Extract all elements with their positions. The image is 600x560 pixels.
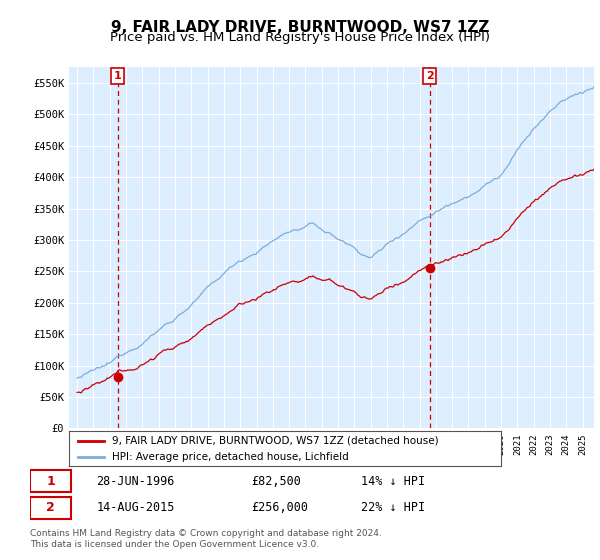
- Text: 1: 1: [46, 474, 55, 488]
- FancyBboxPatch shape: [30, 497, 71, 519]
- Text: 14% ↓ HPI: 14% ↓ HPI: [361, 474, 425, 488]
- Text: 22% ↓ HPI: 22% ↓ HPI: [361, 501, 425, 515]
- FancyBboxPatch shape: [30, 470, 71, 492]
- Text: HPI: Average price, detached house, Lichfield: HPI: Average price, detached house, Lich…: [112, 452, 349, 462]
- Text: Contains HM Land Registry data © Crown copyright and database right 2024.
This d: Contains HM Land Registry data © Crown c…: [30, 529, 382, 549]
- Text: 9, FAIR LADY DRIVE, BURNTWOOD, WS7 1ZZ (detached house): 9, FAIR LADY DRIVE, BURNTWOOD, WS7 1ZZ (…: [112, 436, 439, 446]
- Text: £82,500: £82,500: [251, 474, 301, 488]
- Text: 1: 1: [114, 71, 122, 81]
- Text: 9, FAIR LADY DRIVE, BURNTWOOD, WS7 1ZZ: 9, FAIR LADY DRIVE, BURNTWOOD, WS7 1ZZ: [111, 20, 489, 35]
- Text: Price paid vs. HM Land Registry's House Price Index (HPI): Price paid vs. HM Land Registry's House …: [110, 31, 490, 44]
- Text: 2: 2: [46, 501, 55, 515]
- Text: 14-AUG-2015: 14-AUG-2015: [96, 501, 175, 515]
- Text: 2: 2: [426, 71, 434, 81]
- Text: 28-JUN-1996: 28-JUN-1996: [96, 474, 175, 488]
- Text: £256,000: £256,000: [251, 501, 308, 515]
